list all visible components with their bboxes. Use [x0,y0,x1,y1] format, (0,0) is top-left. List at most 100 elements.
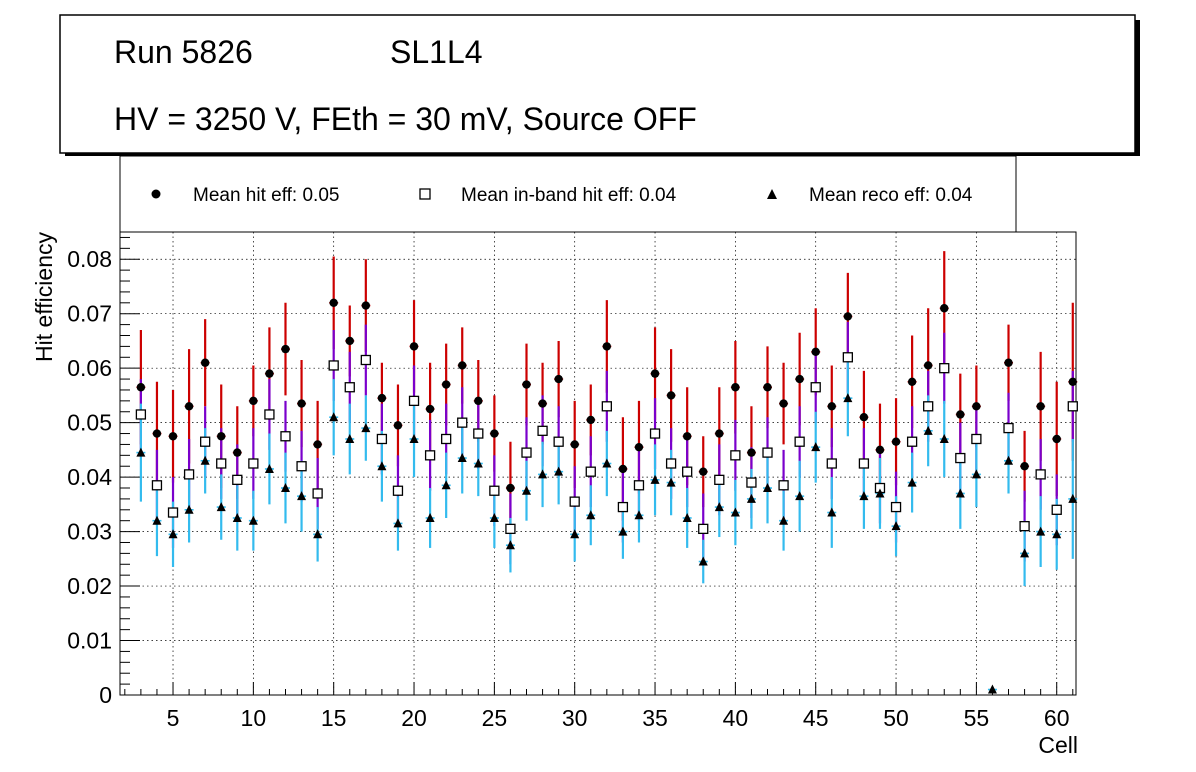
hit-eff-point [538,399,547,408]
reco-eff-point [538,469,548,479]
reco-eff-point [297,491,307,501]
y-tick-label: 0.07 [67,301,112,327]
reco-eff-point [361,423,371,433]
reco-eff-point [1052,529,1062,539]
series-layer [135,251,1078,694]
hit-eff-point [699,467,708,476]
inband-eff-point [1019,520,1030,532]
x-tick-label: 30 [562,705,588,731]
legend-hit-label: Mean hit eff: 0.05 [193,185,339,206]
reco-eff-point [457,453,467,463]
x-tick-label: 15 [321,705,347,731]
reco-eff-point [441,480,451,490]
inband-eff-point [280,431,291,442]
hit-eff-point [554,374,563,384]
inband-eff-point [730,450,741,461]
inband-eff-point [248,458,259,469]
inband-eff-point [826,458,837,469]
inband-eff-point [344,382,355,393]
reco-eff-point [200,455,210,465]
reco-eff-point [795,491,805,501]
reco-eff-point [345,433,355,443]
x-tick-label: 10 [241,705,267,731]
reco-eff-point [634,510,644,520]
reco-eff-point [393,518,403,528]
reco-eff-point [473,458,483,468]
hit-eff-point [940,304,949,313]
inband-eff-point [376,433,388,445]
reco-eff-point [586,510,596,520]
inband-eff-point [810,382,821,393]
hit-eff-point [618,464,628,474]
reco-eff-point [602,458,612,468]
reco-eff-point [1020,548,1030,558]
hit-eff-point [490,429,499,438]
reco-eff-point [827,507,837,517]
inband-eff-point [328,360,339,371]
hit-eff-point [923,361,933,370]
hit-eff-point [297,399,306,408]
inband-eff-point [537,425,548,436]
reco-eff-point [971,469,981,479]
hit-eff-point [1036,402,1045,411]
inband-eff-point [794,436,805,447]
inband-eff-point [955,452,966,464]
inband-eff-point [601,401,612,412]
inband-eff-point [135,409,147,420]
y-tick-label: 0.04 [67,464,112,490]
inband-eff-point [923,401,934,412]
legend-inband-label: Mean in-band hit eff: 0.04 [461,185,677,206]
series-1-markers [135,352,1078,535]
x-tick-label: 50 [883,705,909,731]
hit-eff-point [136,383,146,392]
hit-eff-point [747,448,756,457]
reco-eff-point [489,512,499,522]
hit-eff-point [522,380,531,389]
reco-eff-point [264,463,274,473]
reco-eff-point [811,442,821,452]
reco-eff-point [232,512,242,522]
inband-eff-point [505,523,516,535]
reco-eff-point [425,512,435,522]
reco-eff-point [570,529,580,539]
reco-eff-point [923,425,933,435]
hit-eff-point [409,342,419,351]
y-tick-label: 0.06 [67,355,112,381]
legend-frame [119,155,1017,233]
hit-eff-point [329,298,338,308]
legend: Mean hit eff: 0.05 Mean in-band hit eff:… [119,155,1017,233]
hit-eff-point [907,377,917,386]
reco-eff-point [859,491,869,501]
hit-eff-point [634,442,644,452]
inband-eff-point [633,480,645,491]
hit-eff-point [217,432,226,441]
hit-eff-point [972,402,981,411]
hit-eff-point [859,413,869,422]
hit-eff-point [570,440,579,449]
inband-eff-point [408,395,420,407]
hit-eff-point [731,383,740,392]
title-box: Run 5826 SL1L4 HV = 3250 V, FEth = 30 mV… [59,14,1140,156]
legend-reco-label: Mean reco eff: 0.04 [809,185,973,206]
reco-eff-point [682,512,692,522]
y-tick-label: 0.05 [67,410,112,436]
inband-eff-point [569,496,580,507]
reco-eff-point [779,515,789,525]
reco-eff-point [248,515,258,525]
inband-eff-point [778,480,789,491]
reco-eff-point [714,502,724,512]
inband-eff-point [1051,504,1062,515]
inband-eff-point [200,436,211,447]
inband-eff-point [424,450,436,461]
reco-eff-point [698,556,708,566]
y-tick-label: 0.02 [67,573,112,599]
inband-eff-point [360,354,371,366]
hit-eff-point [666,391,676,400]
hit-eff-point [650,369,660,378]
reco-eff-point [168,529,178,539]
hit-eff-point [1068,377,1077,386]
inband-eff-point [392,485,404,496]
y-tick-label: 0 [99,682,112,708]
hit-eff-point [425,404,435,414]
hit-eff-point [184,402,194,411]
